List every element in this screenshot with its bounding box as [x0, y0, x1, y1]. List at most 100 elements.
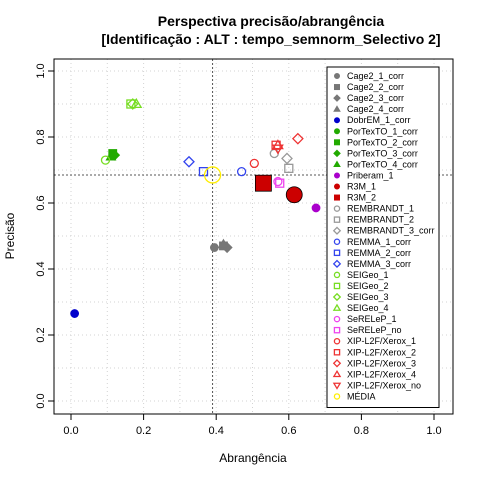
legend-label: REMBRANDT_2 — [347, 215, 414, 225]
legend-label: REMBRANDT_1 — [347, 204, 414, 214]
data-point — [70, 309, 80, 318]
legend-marker — [333, 194, 340, 201]
legend-marker — [333, 238, 341, 245]
data-point — [217, 238, 229, 249]
legend-label: REMMA_3_corr — [347, 259, 411, 269]
data-point — [275, 178, 285, 188]
legend-label: R3M_1 — [347, 182, 376, 192]
legend-marker — [333, 84, 340, 91]
legend-label: Cage2_2_corr — [347, 82, 404, 92]
data-point — [284, 163, 294, 174]
y-axis: 0.0 0.2 0.4 0.6 0.8 1.0 — [35, 63, 54, 409]
data-point — [209, 243, 219, 252]
legend-marker — [333, 326, 341, 334]
legend-marker — [333, 73, 340, 80]
legend-label: SEIGeo_3 — [347, 292, 389, 302]
legend-label: R3M_2 — [347, 193, 376, 203]
legend-label: XIP-L2F/Xerox_3 — [347, 358, 416, 368]
legend-label: Priberam_1 — [347, 170, 394, 180]
legend-marker — [333, 393, 341, 400]
data-point — [249, 158, 259, 169]
legend-marker — [333, 337, 341, 345]
legend-label: PorTexTO_2_corr — [347, 137, 418, 147]
x-tick-label: 0.2 — [136, 425, 151, 437]
legend-marker — [333, 160, 341, 167]
legend-marker — [332, 292, 342, 302]
data-point — [281, 152, 293, 165]
legend-label: REMBRANDT_3_corr — [347, 226, 435, 236]
legend-marker — [333, 249, 341, 257]
legend-marker — [333, 172, 340, 179]
x-axis-label: Abrangência — [219, 451, 287, 465]
legend-marker — [333, 94, 341, 102]
x-tick-label: 0.6 — [281, 425, 296, 437]
legend-label: XIP-L2F/Xerox_4 — [347, 369, 416, 379]
data-point — [291, 132, 304, 145]
data-point — [254, 174, 272, 192]
legend-marker — [333, 205, 341, 212]
data-points — [70, 97, 321, 318]
data-point — [273, 176, 283, 187]
y-axis-label: Precisão — [3, 212, 17, 259]
legend-label: DobrEM_1_corr — [347, 115, 411, 125]
legend-label: SEIGeo_4 — [347, 303, 389, 313]
legend-marker — [333, 149, 341, 158]
legend-label: REMMA_1_corr — [347, 237, 411, 247]
y-tick-label: 0.4 — [35, 261, 47, 276]
data-point — [100, 155, 111, 165]
x-axis: 0.0 0.2 0.4 0.6 0.8 1.0 — [63, 414, 442, 437]
plot-frame — [53, 58, 454, 415]
legend-label: PorTexTO_3_corr — [347, 148, 418, 158]
legend-marker — [333, 348, 341, 356]
x-tick-label: 1.0 — [426, 425, 441, 437]
legend-label: XIP-L2F/Xerox_2 — [347, 347, 416, 357]
data-point — [126, 98, 139, 110]
legend-label: SEIGeo_1 — [347, 270, 389, 280]
legend-label: PorTexTO_4_corr — [347, 159, 418, 169]
legend-marker — [333, 117, 340, 124]
legend-marker — [332, 259, 342, 269]
legend-label: SeRELeP_1 — [347, 314, 397, 324]
y-tick-label: 1.0 — [35, 63, 47, 78]
y-tick-label: 0.0 — [35, 393, 47, 408]
y-tick-label: 0.2 — [35, 327, 47, 342]
legend-label: XIP-L2F/Xerox_no — [347, 380, 421, 390]
legend-marker — [333, 282, 341, 290]
legend-label: Cage2_4_corr — [347, 104, 404, 114]
legend-marker — [332, 359, 342, 368]
chart-title: Perspectiva precisão/abrangência — [158, 13, 385, 29]
legend-marker — [332, 303, 342, 311]
legend-label: REMMA_2_corr — [347, 248, 411, 258]
legend-label: SeRELeP_no — [347, 325, 402, 335]
x-tick-label: 0.8 — [354, 425, 369, 437]
legend-label: PorTexTO_1_corr — [347, 126, 418, 136]
legend-label: MÉDIA — [347, 391, 376, 401]
legend-label: SEIGeo_2 — [347, 281, 389, 291]
legend-marker — [332, 369, 342, 378]
legend-label: Cage2_1_corr — [347, 71, 404, 81]
data-point — [271, 144, 284, 155]
legend-marker — [333, 271, 341, 279]
data-point — [203, 166, 222, 184]
data-point — [183, 155, 195, 168]
data-point — [130, 97, 143, 109]
legend-label: XIP-L2F/Xerox_1 — [347, 336, 416, 346]
legend-marker — [333, 315, 341, 323]
x-tick-label: 0.4 — [209, 425, 224, 437]
legend-marker — [333, 139, 340, 146]
y-tick-label: 0.6 — [35, 195, 47, 210]
legend-marker — [333, 216, 341, 223]
legend-marker — [332, 382, 342, 390]
legend-marker — [333, 183, 340, 190]
legend-marker — [333, 128, 340, 135]
data-point — [311, 203, 321, 213]
y-tick-label: 0.8 — [35, 129, 47, 144]
legend: Cage2_1_corrCage2_2_corrCage2_3_corrCage… — [326, 66, 440, 408]
legend-marker — [332, 226, 342, 235]
data-point — [285, 186, 303, 204]
legend-label: Cage2_3_corr — [347, 93, 404, 103]
data-point — [198, 166, 209, 177]
legend-box — [326, 66, 440, 408]
data-point — [271, 139, 284, 150]
